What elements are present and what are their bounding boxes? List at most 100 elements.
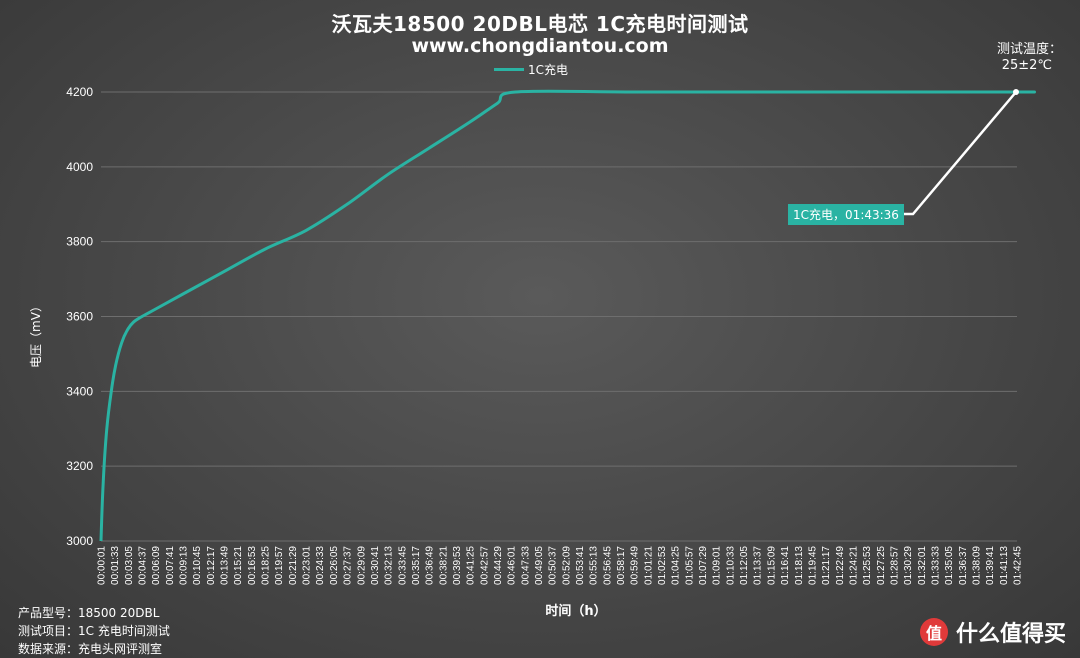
annotation-box	[788, 204, 904, 225]
y-tick-label: 3800	[66, 235, 93, 249]
x-tick-label: 01:09:01	[712, 546, 723, 585]
x-tick-label: 00:59:49	[630, 546, 641, 585]
x-tick-label: 00:24:33	[315, 546, 326, 585]
watermark-text: 什么值得买	[955, 622, 1066, 647]
x-tick-label: 01:13:37	[753, 546, 764, 585]
x-tick-label: 00:42:57	[479, 546, 490, 585]
x-tick-label: 00:15:21	[233, 546, 244, 585]
x-tick-label: 01:33:33	[930, 546, 941, 585]
x-tick-label: 00:58:17	[616, 546, 627, 585]
x-tick-label: 01:36:37	[958, 546, 969, 585]
x-tick-label: 00:03:05	[124, 546, 135, 585]
x-tick-label: 00:06:09	[151, 546, 162, 585]
x-tick-label: 00:35:17	[411, 546, 422, 585]
annotation-point	[1013, 89, 1019, 95]
x-tick-label: 00:13:49	[220, 546, 231, 585]
y-axis-title: 电压（mV）	[29, 300, 43, 368]
x-tick-label: 01:35:05	[944, 546, 955, 585]
footer-item: 测试项目：1C 充电时间测试	[18, 622, 170, 639]
x-tick-label: 00:16:53	[247, 546, 258, 585]
temperature-value: 25±2℃	[1001, 58, 1052, 73]
footer-source-key: 数据来源：	[18, 642, 79, 656]
x-tick-label: 00:07:41	[165, 546, 176, 585]
series-line-1c-charge	[99, 89, 1036, 542]
annotation-leader-line	[904, 91, 1017, 216]
x-tick-label: 00:19:57	[274, 546, 285, 585]
x-tick-label: 00:53:41	[575, 546, 586, 585]
footer-model-key: 产品型号：	[18, 606, 79, 620]
y-tick-label: 3600	[66, 310, 93, 324]
y-tick-label: 4000	[66, 160, 93, 174]
x-tick-label: 01:38:09	[971, 546, 982, 585]
x-tick-label: 00:52:09	[561, 546, 572, 585]
x-tick-label: 01:21:17	[821, 546, 832, 585]
x-tick-label: 00:01:33	[110, 546, 121, 585]
x-tick-label: 01:41:13	[999, 546, 1010, 585]
x-tick-label: 00:44:29	[493, 546, 504, 585]
x-tick-label: 01:18:13	[794, 546, 805, 585]
x-tick-label: 01:02:53	[657, 546, 668, 585]
y-tick-label: 3400	[66, 384, 93, 398]
x-tick-label: 01:30:29	[903, 546, 914, 585]
x-tick-label: 01:01:21	[643, 546, 654, 585]
x-tick-label: 01:16:41	[780, 546, 791, 585]
annotation-label: 1C充电，01:43:36	[793, 207, 899, 222]
x-tick-label: 00:56:45	[602, 546, 613, 585]
x-tick-label: 01:28:57	[889, 546, 900, 585]
x-tick-label: 00:36:49	[425, 546, 436, 585]
x-tick-label: 00:46:01	[507, 546, 518, 585]
x-tick-label: 01:05:57	[684, 546, 695, 585]
x-tick-label: 01:24:21	[848, 546, 859, 585]
x-tick-label: 01:27:25	[876, 546, 887, 585]
legend-swatch	[494, 68, 524, 71]
footer-model: 产品型号：18500 20DBL	[18, 604, 159, 621]
watermark-logo-icon: 值	[919, 618, 948, 646]
x-tick-label: 00:04:37	[138, 546, 149, 585]
x-tick-label: 00:00:01	[97, 546, 108, 585]
x-tick-label: 01:12:05	[739, 546, 750, 585]
legend-label: 1C充电	[528, 63, 569, 77]
x-tick-label: 00:33:45	[397, 546, 408, 585]
x-axis-title: 时间（h）	[545, 603, 606, 619]
y-tick-label: 3200	[66, 459, 93, 473]
x-tick-label: 00:27:37	[343, 546, 354, 585]
x-tick-label: 00:12:17	[206, 546, 217, 585]
x-tick-label: 01:32:01	[917, 546, 928, 585]
footer-item-key: 测试项目：	[18, 624, 79, 638]
x-tick-label: 00:29:09	[356, 546, 367, 585]
x-tick-label: 00:21:29	[288, 546, 299, 585]
x-tick-label: 00:10:45	[192, 546, 203, 585]
x-tick-label: 00:41:25	[466, 546, 477, 585]
chart-title: 沃瓦夫18500 20DBL电芯 1C充电时间测试	[331, 12, 749, 36]
footer-item-value: 1C 充电时间测试	[78, 624, 170, 638]
x-tick-label: 00:32:13	[384, 546, 395, 585]
x-tick-label: 00:49:05	[534, 546, 545, 585]
chart-subtitle: www.chongdiantou.com	[411, 35, 669, 57]
x-tick-label: 00:30:41	[370, 546, 381, 585]
x-tick-label: 00:09:13	[179, 546, 190, 585]
y-tick-label: 3000	[66, 534, 93, 548]
x-tick-label: 01:19:45	[807, 546, 818, 585]
x-tick-label: 01:10:33	[725, 546, 736, 585]
x-tick-label: 01:04:25	[671, 546, 682, 585]
x-tick-label: 01:07:29	[698, 546, 709, 585]
x-tick-label: 00:38:21	[438, 546, 449, 585]
x-tick-label: 00:18:25	[261, 546, 272, 585]
watermark: 值 什么值得买	[919, 616, 1066, 648]
x-tick-label: 01:25:53	[862, 546, 873, 585]
x-tick-label: 00:39:53	[452, 546, 463, 585]
x-tick-label: 00:50:37	[548, 546, 559, 585]
x-tick-label: 01:22:49	[835, 546, 846, 585]
x-tick-label: 01:39:41	[985, 546, 996, 585]
temperature-label: 测试温度：	[996, 42, 1062, 57]
footer-source-value: 充电头网评测室	[78, 642, 163, 656]
x-tick-label: 01:15:09	[766, 546, 777, 585]
footer-source: 数据来源：充电头网评测室	[18, 640, 162, 657]
x-tick-label: 00:23:01	[302, 546, 313, 585]
x-tick-label: 00:26:05	[329, 546, 340, 585]
x-tick-label: 00:47:33	[520, 546, 531, 585]
legend: 1C充电	[494, 61, 568, 78]
x-tick-label: 00:55:13	[589, 546, 600, 585]
x-tick-label: 01:42:45	[1013, 546, 1024, 585]
